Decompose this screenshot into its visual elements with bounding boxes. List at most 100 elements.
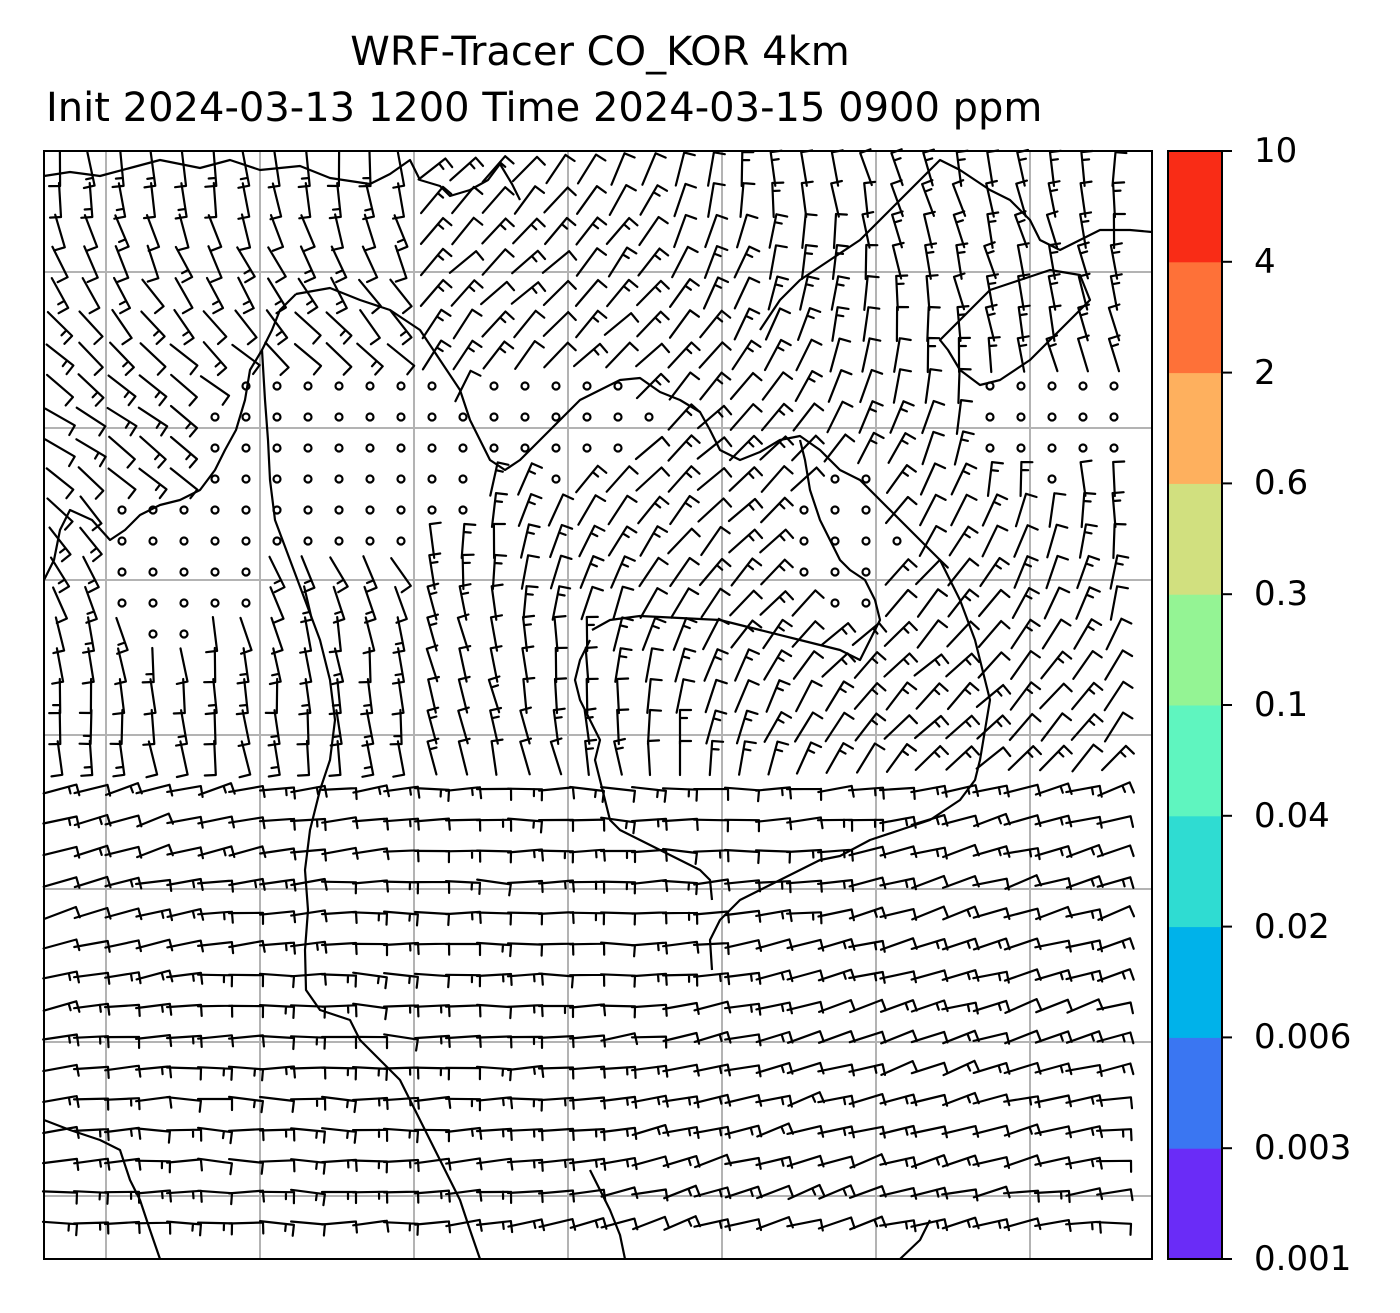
wind-barb	[475, 1065, 513, 1082]
wind-barb	[880, 1060, 919, 1076]
wind-barb	[1034, 1030, 1073, 1044]
wind-barb	[351, 1128, 389, 1142]
wind-barb	[169, 467, 199, 500]
wind-barb	[790, 466, 826, 492]
wind-barb	[383, 972, 419, 989]
wind-barb	[816, 818, 854, 832]
wind-barb	[258, 1159, 296, 1173]
wind-barb	[1096, 844, 1135, 858]
wind-barb	[52, 616, 66, 655]
wind-barb	[299, 245, 317, 284]
wind-barb	[269, 214, 285, 252]
wind-barb	[393, 214, 409, 252]
wind-barb	[910, 1061, 949, 1075]
wind-barb	[46, 497, 74, 531]
wind-barb	[832, 212, 848, 250]
wind-barb	[476, 1157, 514, 1171]
wind-barb	[1065, 1220, 1102, 1234]
wind-barb	[731, 339, 762, 371]
map-panel-background	[44, 151, 1152, 1259]
wind-barb	[236, 246, 256, 284]
wind-barb	[818, 1184, 856, 1200]
wind-barb	[489, 706, 503, 745]
wind-barb	[325, 311, 353, 345]
wind-barb	[923, 210, 936, 249]
wind-barb	[924, 368, 943, 404]
wind-barb	[568, 818, 606, 832]
wind-barb	[507, 817, 543, 834]
wind-barb	[763, 711, 793, 743]
wind-barb	[551, 585, 572, 621]
calm-wind-marker	[148, 505, 158, 515]
wind-barb	[425, 644, 439, 683]
wind-barb	[205, 276, 225, 315]
wind-barb	[104, 907, 143, 921]
wind-barb	[733, 307, 761, 341]
calm-wind-marker	[985, 381, 995, 391]
wind-barb	[476, 878, 512, 897]
calm-wind-marker	[985, 443, 995, 453]
wind-barb	[197, 879, 234, 893]
wind-barb	[389, 309, 413, 346]
wind-barb	[522, 676, 536, 714]
calm-wind-marker	[427, 443, 437, 453]
calm-wind-marker	[551, 443, 561, 453]
wind-barb	[482, 340, 515, 370]
wind-barb	[227, 1065, 265, 1082]
wind-barb	[417, 157, 454, 181]
wind-barb	[330, 276, 348, 315]
wind-barb	[454, 369, 482, 403]
wind-barb	[574, 279, 608, 307]
wind-barb	[1109, 242, 1123, 280]
calm-wind-marker	[861, 474, 871, 484]
wind-barb	[359, 309, 381, 346]
wind-barb	[1048, 304, 1062, 342]
wind-barb	[165, 1066, 203, 1081]
wind-barb	[113, 276, 131, 315]
wind-barb	[264, 341, 290, 376]
wind-barb	[947, 588, 980, 618]
wind-barb	[1079, 459, 1093, 497]
wind-barb	[83, 245, 99, 284]
wind-barb	[661, 787, 699, 802]
wind-barb	[46, 311, 74, 345]
wind-barb	[1019, 460, 1034, 498]
wind-barb	[646, 678, 663, 714]
wind-barb	[817, 1094, 855, 1108]
wind-barb	[794, 370, 823, 402]
wind-barb	[77, 466, 105, 500]
wind-barb	[669, 556, 700, 588]
wind-barb	[702, 617, 730, 651]
wind-barb	[481, 248, 515, 276]
wind-barb	[109, 341, 135, 376]
wind-barb	[239, 616, 253, 655]
wind-barb	[886, 464, 917, 494]
wind-barb	[72, 1065, 110, 1079]
calm-wind-marker	[1078, 381, 1088, 391]
wind-barb	[662, 847, 698, 865]
wind-barb	[481, 186, 515, 214]
calm-wind-marker	[179, 505, 189, 515]
wind-barb	[290, 784, 328, 798]
wind-barb	[537, 818, 575, 832]
wind-barb	[817, 784, 855, 798]
wind-barb	[641, 152, 667, 186]
wind-barb	[941, 1001, 979, 1015]
wind-barb	[1034, 1094, 1072, 1108]
wind-barb	[142, 182, 156, 220]
wind-barb	[413, 972, 451, 989]
wind-barb	[704, 678, 728, 714]
wind-barb	[227, 1221, 265, 1235]
wind-barb	[413, 1066, 451, 1081]
wind-barb	[228, 1158, 264, 1175]
wind-barb	[857, 431, 885, 465]
wind-barb	[791, 589, 825, 617]
calm-wind-marker	[551, 474, 561, 484]
wind-barb	[826, 400, 854, 434]
wind-barb	[724, 1033, 762, 1047]
wind-barb	[320, 1035, 358, 1050]
wind-barb	[794, 711, 824, 743]
wind-barb	[382, 849, 420, 863]
wind-barb	[889, 400, 915, 434]
wind-barb	[481, 310, 515, 338]
